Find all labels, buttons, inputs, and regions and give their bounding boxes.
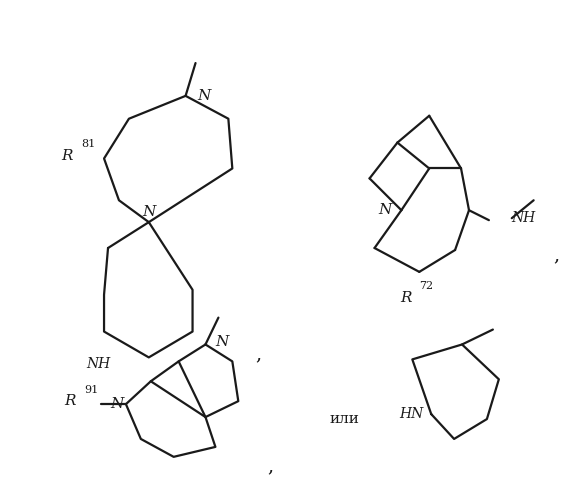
Text: ,: , bbox=[553, 246, 559, 264]
Text: R: R bbox=[400, 290, 411, 304]
Text: N: N bbox=[142, 205, 155, 219]
Text: или: или bbox=[330, 412, 360, 426]
Text: 81: 81 bbox=[81, 138, 95, 148]
Text: R: R bbox=[62, 148, 73, 162]
Text: 72: 72 bbox=[419, 281, 434, 291]
Text: 91: 91 bbox=[84, 385, 98, 395]
Text: ,: , bbox=[255, 346, 261, 364]
Text: N: N bbox=[215, 336, 229, 349]
Text: N: N bbox=[378, 203, 392, 217]
Text: ,: , bbox=[267, 458, 273, 476]
Text: NH: NH bbox=[512, 211, 536, 225]
Text: NH: NH bbox=[86, 358, 111, 372]
Text: N: N bbox=[197, 89, 211, 103]
Text: R: R bbox=[65, 394, 76, 408]
Text: N: N bbox=[111, 397, 124, 411]
Text: HN: HN bbox=[399, 407, 423, 421]
